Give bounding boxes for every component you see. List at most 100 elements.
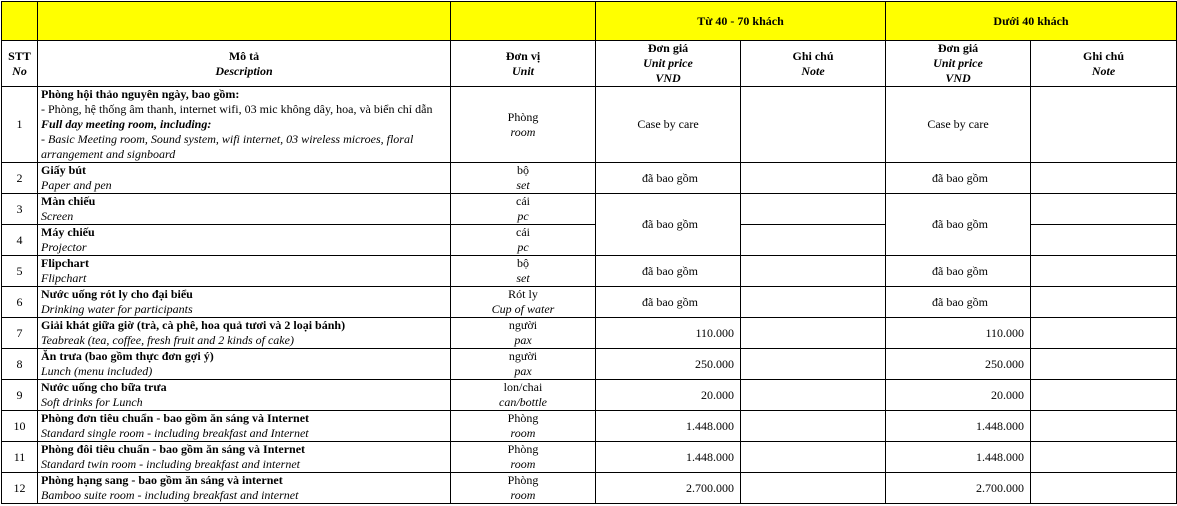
note-1-cell (740, 162, 886, 194)
group-under-40-header: Dưới 40 khách (884, 1, 1177, 41)
price-text: 250.000 (695, 356, 734, 371)
price-text: đã bao gồm (642, 217, 698, 231)
price-under-40: đã bao gồm (885, 286, 1031, 318)
item-description: Giấy bút Paper and pen (37, 162, 451, 194)
item-unit: người pax (450, 348, 596, 380)
row-number: 6 (1, 286, 38, 318)
price-text: 1.448.000 (686, 449, 734, 464)
row-number-text: 10 (13, 418, 26, 433)
price-under-40: 250.000 (885, 348, 1031, 380)
note-2-cell (1029, 472, 1177, 504)
row-number-text: 6 (16, 294, 23, 309)
unit-text-en: Cup of water (491, 302, 555, 316)
row-number: 1 (1, 86, 38, 163)
price-text: 20.000 (701, 387, 734, 402)
unit-text: Phòng (507, 442, 539, 457)
price-text: đã bao gồm (642, 263, 698, 278)
note-header-1: Ghi chú Note (740, 40, 886, 87)
row-number-text: 11 (13, 449, 26, 464)
row-number: 2 (1, 162, 38, 194)
price-text: 20.000 (991, 387, 1024, 402)
row-number: 5 (1, 255, 38, 287)
item-title: Phòng hội thảo nguyên ngày, bao gồm: (41, 87, 240, 102)
unit-text: Phòng (507, 411, 539, 426)
table-row: 3 Màn chiếu Screen cái pc đã bao gồm đã bao gồ… (1, 193, 1177, 256)
desc-label: Mô tả (228, 48, 260, 63)
table-row: 11 Phòng đôi tiêu chuẩn - bao gồm ăn sáng… (1, 441, 1177, 473)
unit-label-en: Unit (511, 63, 534, 78)
unit-text: bộ (517, 163, 529, 178)
unit-text: cái (516, 194, 530, 209)
item-title: Phòng hạng sang - bao gồm ăn sáng và int… (41, 473, 283, 488)
item-title-en: Drinking water for participants (41, 302, 193, 316)
unit-text-en: room (510, 426, 536, 440)
stt-header: STT No (1, 40, 38, 87)
note-label-en: Note (1091, 63, 1116, 78)
price-40-70: 2.700.000 (595, 472, 741, 504)
price-header-2: Đơn giá Unit price VND (885, 40, 1031, 87)
price-text: đã bao gồm (642, 170, 698, 185)
unit-text-en: set (516, 178, 530, 192)
note-1-cell (740, 193, 886, 225)
price-text: đã bao gồm (932, 294, 988, 309)
row-number-text: 5 (16, 263, 23, 278)
unit-text: Phòng (507, 109, 539, 124)
row-number-text: 3 (16, 201, 23, 216)
item-title-en: Full day meeting room, including: (41, 117, 212, 131)
row-number: 11 (1, 441, 38, 473)
item-description: Phòng hội thảo nguyên ngày, bao gồm: - Ph… (37, 86, 451, 163)
item-description: Phòng hạng sang - bao gồm ăn sáng và int… (37, 472, 451, 504)
item-description: Nước uống cho bữa trưa Soft drinks for Lu… (37, 379, 451, 411)
note-2-cell (1029, 162, 1177, 194)
row-number: 12 (1, 472, 38, 504)
table-row: 10 Phòng đơn tiêu chuẩn - bao gồm ăn sáng… (1, 410, 1177, 442)
row-number-text: 8 (16, 356, 23, 371)
column-header-row: STT No Mô tả Description Đơn vị Unit Đơn gi… (1, 40, 1177, 87)
note-header-2: Ghi chú Note (1029, 40, 1177, 87)
item-unit: lon/chai can/bottle (450, 379, 596, 411)
price-40-70: 250.000 (595, 348, 741, 380)
item-unit: cái pc (450, 224, 596, 256)
row-number: 10 (1, 410, 38, 442)
price-label-en: Unit price (933, 56, 983, 70)
item-unit: Phòng room (450, 472, 596, 504)
item-title: Nước uống rót ly cho đại biểu (41, 287, 193, 302)
item-title-en: Soft drinks for Lunch (41, 395, 143, 409)
price-text: 1.448.000 (976, 449, 1024, 464)
row-number-text: 7 (16, 325, 23, 340)
price-under-40: đã bao gồm (885, 162, 1031, 194)
unit-text: cái (516, 225, 530, 240)
price-header-1: Đơn giá Unit price VND (595, 40, 741, 87)
item-unit: Rót ly Cup of water (450, 286, 596, 318)
price-text: 1.448.000 (686, 418, 734, 433)
item-title-en: Bamboo suite room - including breakfast … (41, 488, 299, 502)
item-detail: - Phòng, hệ thống âm thanh, internet wif… (41, 102, 433, 116)
price-text: 2.700.000 (976, 480, 1024, 495)
item-unit: bộ set (450, 162, 596, 194)
item-description: Ăn trưa (bao gồm thực đơn gợi ý) Lunch (m… (37, 348, 451, 380)
item-title-en: Lunch (menu included) (41, 364, 153, 378)
price-40-70: 1.448.000 (595, 441, 741, 473)
note-1-cell (740, 317, 886, 349)
item-title-en: Standard twin room - including breakfast… (41, 457, 300, 471)
item-unit: Phòng room (450, 410, 596, 442)
price-under-40: 110.000 (885, 317, 1031, 349)
price-40-70: đã bao gồm (595, 193, 741, 256)
header-blank-cell (450, 1, 596, 41)
unit-text-en: set (516, 271, 530, 285)
price-text: đã bao gồm (932, 217, 988, 231)
unit-text: Rót ly (508, 287, 538, 302)
table-row: 8 Ăn trưa (bao gồm thực đơn gợi ý) Lunch (… (1, 348, 1177, 380)
price-40-70: đã bao gồm (595, 286, 741, 318)
unit-text: lon/chai (503, 380, 543, 395)
note-label-en: Note (801, 63, 825, 78)
item-unit: cái pc (450, 193, 596, 225)
note-1-cell (740, 410, 886, 442)
item-title: Ăn trưa (bao gồm thực đơn gợi ý) (41, 349, 214, 364)
price-under-40: đã bao gồm (885, 193, 1031, 256)
item-title: Màn chiếu (41, 194, 96, 209)
price-under-40: 20.000 (885, 379, 1031, 411)
item-title: Flipchart (41, 256, 89, 271)
note-label: Ghi chú (1083, 48, 1125, 63)
